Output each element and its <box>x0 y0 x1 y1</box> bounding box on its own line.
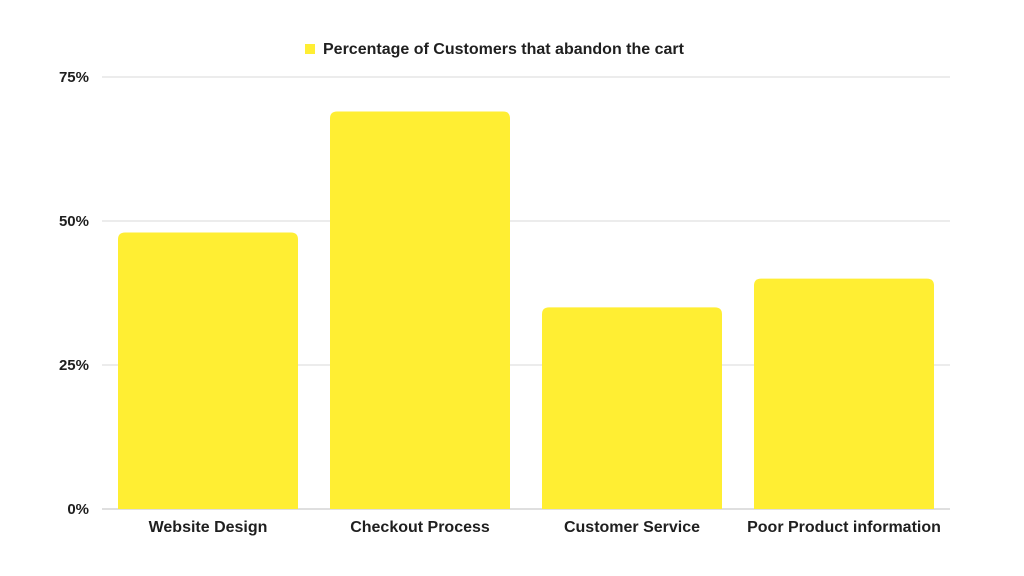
x-category-label: Poor Product information <box>747 519 941 536</box>
y-tick-label: 75% <box>59 69 89 86</box>
y-tick-label: 25% <box>59 357 89 374</box>
x-category-label: Customer Service <box>564 519 700 536</box>
bar-poor-product-information <box>754 278 934 509</box>
x-category-label: Checkout Process <box>350 519 490 536</box>
y-tick-label: 0% <box>67 501 89 518</box>
legend: Percentage of Customers that abandon the… <box>305 41 685 58</box>
legend-swatch <box>305 44 315 54</box>
y-axis-ticks: 0% 25% 50% 75% <box>59 69 89 518</box>
legend-label: Percentage of Customers that abandon the… <box>323 41 685 58</box>
bar-customer-service <box>542 307 722 509</box>
bar-checkout-process <box>330 111 510 509</box>
bar-website-design <box>118 232 298 509</box>
x-category-label: Website Design <box>149 519 268 536</box>
x-axis-labels: Website Design Checkout Process Customer S… <box>149 519 941 536</box>
y-tick-label: 50% <box>59 213 89 230</box>
bars <box>118 111 934 509</box>
